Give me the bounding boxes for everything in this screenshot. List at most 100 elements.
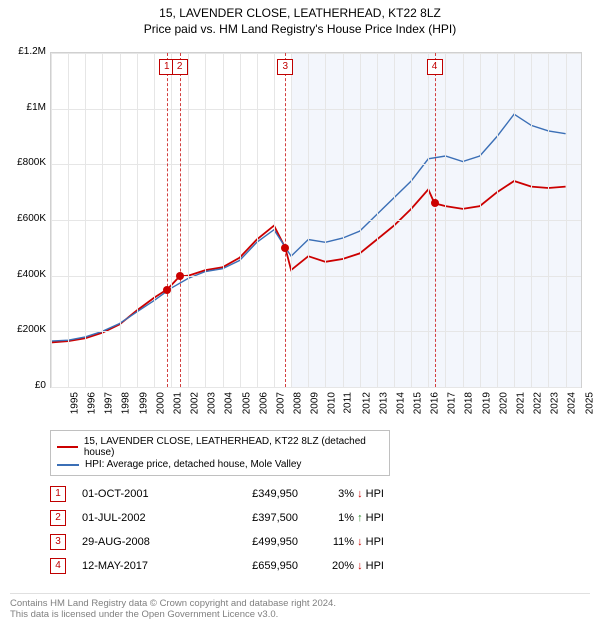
x-tick-label: 2021 <box>515 392 526 414</box>
x-tick-label: 1995 <box>69 392 80 414</box>
gridline-h <box>51 387 581 388</box>
legend-label: 15, LAVENDER CLOSE, LEATHERHEAD, KT22 8L… <box>84 436 383 458</box>
gridline-v <box>360 53 361 387</box>
y-tick-label: £400K <box>2 269 46 280</box>
sale-marker-line <box>167 53 168 387</box>
gridline-h <box>51 220 581 221</box>
x-tick-label: 2018 <box>464 392 475 414</box>
gridline-v <box>308 53 309 387</box>
sale-marker-dot <box>176 272 184 280</box>
x-tick-label: 2004 <box>224 392 235 414</box>
gridline-v <box>463 53 464 387</box>
sale-marker-box: 3 <box>277 59 293 75</box>
sale-row-diff: 11% ↓ HPI <box>314 536 384 548</box>
gridline-v <box>154 53 155 387</box>
x-tick-label: 2015 <box>412 392 423 414</box>
x-tick-label: 2005 <box>241 392 252 414</box>
legend-box: 15, LAVENDER CLOSE, LEATHERHEAD, KT22 8L… <box>50 430 390 476</box>
gridline-v <box>223 53 224 387</box>
sale-row-price: £349,950 <box>208 488 298 500</box>
sale-marker-dot <box>281 244 289 252</box>
x-tick-label: 2012 <box>361 392 372 414</box>
x-tick-label: 2008 <box>292 392 303 414</box>
sale-row-price: £499,950 <box>208 536 298 548</box>
x-tick-label: 2010 <box>327 392 338 414</box>
y-tick-label: £200K <box>2 324 46 335</box>
x-tick-label: 2013 <box>378 392 389 414</box>
gridline-v <box>102 53 103 387</box>
x-tick-label: 1998 <box>121 392 132 414</box>
gridline-v <box>120 53 121 387</box>
sale-row-diff: 3% ↓ HPI <box>314 488 384 500</box>
gridline-v <box>377 53 378 387</box>
footer-attribution: Contains HM Land Registry data © Crown c… <box>10 593 590 620</box>
gridline-v <box>137 53 138 387</box>
x-tick-label: 2006 <box>258 392 269 414</box>
x-tick-label: 2025 <box>584 392 595 414</box>
gridline-v <box>205 53 206 387</box>
x-tick-label: 2002 <box>189 392 200 414</box>
x-tick-label: 2009 <box>309 392 320 414</box>
gridline-v <box>171 53 172 387</box>
x-tick-label: 1999 <box>138 392 149 414</box>
sale-row: 101-OCT-2001£349,9503% ↓ HPI <box>50 482 384 506</box>
gridline-v <box>291 53 292 387</box>
gridline-v <box>548 53 549 387</box>
x-tick-label: 2022 <box>532 392 543 414</box>
x-tick-label: 2016 <box>429 392 440 414</box>
gridline-v <box>394 53 395 387</box>
x-tick-label: 2024 <box>567 392 578 414</box>
sale-marker-dot <box>431 199 439 207</box>
gridline-v <box>240 53 241 387</box>
sale-row-date: 29-AUG-2008 <box>82 536 192 548</box>
gridline-h <box>51 331 581 332</box>
x-tick-label: 2019 <box>481 392 492 414</box>
x-tick-label: 1996 <box>86 392 97 414</box>
sale-marker-dot <box>163 286 171 294</box>
sale-marker-line <box>435 53 436 387</box>
gridline-v <box>325 53 326 387</box>
y-tick-label: £800K <box>2 157 46 168</box>
y-tick-label: £1.2M <box>2 46 46 57</box>
x-tick-label: 2014 <box>395 392 406 414</box>
sale-marker-line <box>180 53 181 387</box>
sale-row-marker: 2 <box>50 510 66 526</box>
gridline-v <box>68 53 69 387</box>
x-tick-label: 2020 <box>498 392 509 414</box>
footer-line1: Contains HM Land Registry data © Crown c… <box>10 598 590 609</box>
gridline-v <box>480 53 481 387</box>
legend-row: HPI: Average price, detached house, Mole… <box>57 459 383 470</box>
gridline-v <box>428 53 429 387</box>
footer-line2: This data is licensed under the Open Gov… <box>10 609 590 620</box>
sale-row-date: 01-OCT-2001 <box>82 488 192 500</box>
x-tick-label: 2017 <box>447 392 458 414</box>
sale-row-date: 01-JUL-2002 <box>82 512 192 524</box>
sale-row: 2 01-JUL-2002 £397,500 1% ↑ HPI <box>50 506 384 530</box>
legend-label: HPI: Average price, detached house, Mole… <box>85 459 301 470</box>
sale-row-marker: 4 <box>50 558 66 574</box>
chart-title: 15, LAVENDER CLOSE, LEATHERHEAD, KT22 8L… <box>0 6 600 20</box>
sale-marker-box: 2 <box>172 59 188 75</box>
sale-row-date: 12-MAY-2017 <box>82 560 192 572</box>
y-tick-label: £0 <box>2 380 46 391</box>
sale-row-price: £397,500 <box>208 512 298 524</box>
sales-table: 101-OCT-2001£349,9503% ↓ HPI201-JUL-2002… <box>50 482 384 578</box>
gridline-v <box>51 53 52 387</box>
gridline-v <box>445 53 446 387</box>
gridline-h <box>51 276 581 277</box>
sale-marker-line <box>285 53 286 387</box>
sale-row: 412-MAY-2017£659,95020% ↓ HPI <box>50 554 384 578</box>
sale-row-diff: 1% ↑ HPI <box>314 512 384 524</box>
y-tick-label: £600K <box>2 213 46 224</box>
x-tick-label: 2023 <box>550 392 561 414</box>
gridline-h <box>51 53 581 54</box>
gridline-v <box>411 53 412 387</box>
x-tick-label: 2003 <box>206 392 217 414</box>
gridline-v <box>188 53 189 387</box>
sale-row-marker: 3 <box>50 534 66 550</box>
sale-marker-box: 4 <box>427 59 443 75</box>
x-tick-label: 2001 <box>172 392 183 414</box>
chart-plot-area: 1234 <box>50 52 582 388</box>
sale-row-diff: 20% ↓ HPI <box>314 560 384 572</box>
gridline-v <box>274 53 275 387</box>
